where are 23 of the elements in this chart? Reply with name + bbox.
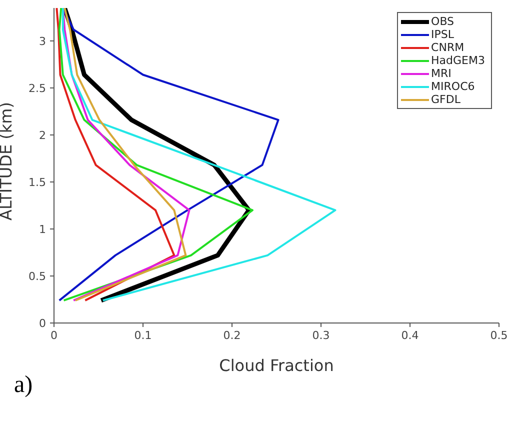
- x-tick-label: 0.3: [312, 328, 330, 342]
- x-tick-label: 0.5: [490, 328, 508, 342]
- legend-label: OBS: [431, 15, 454, 28]
- legend-label: MIROC6: [431, 80, 475, 93]
- y-tick-label: 0: [39, 316, 46, 330]
- y-tick-label: 0.5: [28, 270, 46, 283]
- legend-label: IPSL: [431, 28, 454, 41]
- y-tick-label: 1.5: [28, 176, 46, 189]
- y-tick-label: 3: [39, 34, 46, 48]
- x-tick-label: 0.4: [401, 328, 419, 342]
- x-tick-label: 0: [50, 328, 58, 342]
- text: a): [14, 372, 33, 399]
- legend-label: CNRM: [431, 41, 464, 54]
- legend-label: GFDL: [431, 93, 460, 106]
- line-series: [62, 8, 336, 302]
- legend-label: MRI: [431, 67, 452, 80]
- x-tick-label: 0.2: [223, 328, 241, 342]
- y-tick-label: 1: [39, 222, 46, 236]
- x-axis-title: Cloud Fraction: [219, 356, 334, 375]
- y-tick-label: 2.5: [28, 82, 46, 95]
- y-tick-label: 2: [39, 128, 46, 142]
- legend-label: HadGEM3: [431, 54, 485, 67]
- x-tick-label: 0.1: [134, 328, 152, 342]
